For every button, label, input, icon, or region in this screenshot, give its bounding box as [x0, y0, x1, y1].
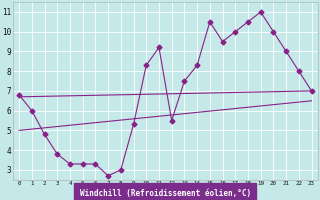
- X-axis label: Windchill (Refroidissement éolien,°C): Windchill (Refroidissement éolien,°C): [80, 189, 251, 198]
